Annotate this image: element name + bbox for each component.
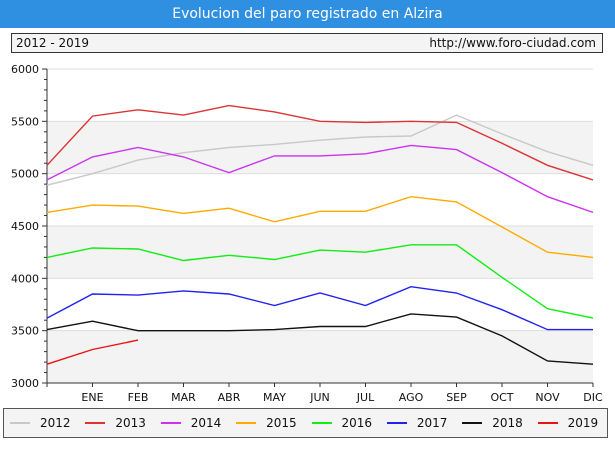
series-line-2014 bbox=[46, 144, 594, 214]
legend-swatch bbox=[236, 422, 257, 424]
info-box: 2012 - 2019 http://www.foro-ciudad.com bbox=[11, 33, 603, 53]
x-tick-label: MAR bbox=[171, 391, 196, 404]
x-tick-label: JUL bbox=[356, 391, 375, 404]
legend-swatch bbox=[386, 422, 407, 424]
x-tick-label: MAY bbox=[263, 391, 286, 404]
legend-swatch bbox=[85, 422, 106, 424]
legend-label: 2014 bbox=[190, 416, 222, 430]
y-tick-label: 3000 bbox=[11, 377, 39, 390]
legend-swatch bbox=[160, 422, 181, 424]
legend-label: 2018 bbox=[492, 416, 523, 430]
grid-band bbox=[47, 330, 593, 383]
y-tick-label: 6000 bbox=[11, 63, 39, 76]
legend-label: 2015 bbox=[266, 416, 297, 430]
legend-swatch bbox=[10, 422, 30, 424]
chart-legend: 2012 2013 2014 2015 2016 2017 2018 2019 bbox=[3, 408, 608, 438]
legend-label: 2017 bbox=[416, 416, 448, 430]
x-tick-label: ENE bbox=[81, 391, 103, 404]
series-line-2018 bbox=[46, 313, 594, 365]
x-tick-label: SEP bbox=[446, 391, 467, 404]
chart-title: Evolucion del paro registrado en Alzira bbox=[0, 0, 615, 28]
series-line-2013 bbox=[46, 104, 594, 181]
legend-label: 2016 bbox=[341, 416, 373, 430]
x-tick-label: FEB bbox=[128, 391, 149, 404]
source-url: http://www.foro-ciudad.com bbox=[429, 36, 596, 50]
legend-label: 2013 bbox=[115, 416, 146, 430]
x-tick-label: NOV bbox=[535, 391, 560, 404]
legend-swatch bbox=[311, 422, 332, 424]
y-tick-label: 3500 bbox=[11, 325, 39, 338]
x-tick-label: JUN bbox=[309, 391, 330, 404]
x-tick-label: ABR bbox=[218, 391, 241, 404]
series-line-2019 bbox=[46, 339, 139, 365]
series-line-2012 bbox=[46, 114, 594, 186]
period-label: 2012 - 2019 bbox=[16, 36, 90, 50]
y-tick-label: 4000 bbox=[11, 272, 39, 285]
series-line-2015 bbox=[46, 195, 594, 259]
y-tick-label: 5500 bbox=[11, 115, 39, 128]
y-tick-label: 5000 bbox=[11, 168, 39, 181]
x-tick-label: OCT bbox=[490, 391, 513, 404]
legend-swatch bbox=[537, 422, 558, 424]
series-line-2017 bbox=[46, 285, 593, 331]
series-line-2016 bbox=[46, 244, 594, 319]
grid-band bbox=[47, 226, 593, 279]
x-tick-label: AGO bbox=[399, 391, 424, 404]
x-tick-label: DIC bbox=[583, 391, 603, 404]
legend-label: 2012 bbox=[40, 416, 71, 430]
y-tick-label: 4500 bbox=[11, 220, 39, 233]
legend-label: 2019 bbox=[567, 416, 599, 430]
legend-swatch bbox=[462, 422, 483, 424]
